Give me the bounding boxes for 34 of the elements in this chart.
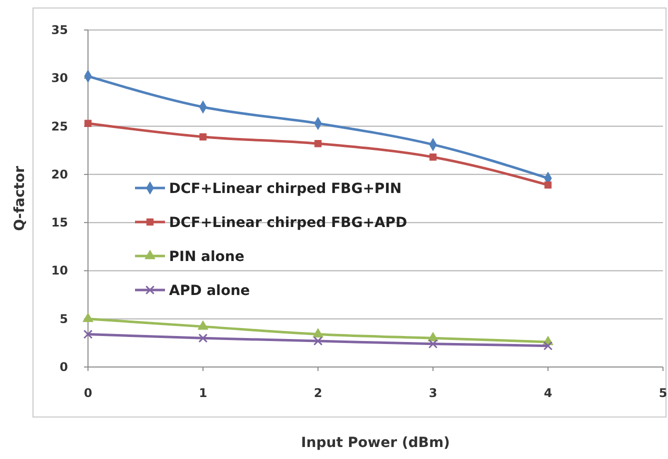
y-tick-label: 35: [51, 23, 68, 37]
y-axis-title: Q-factor: [12, 166, 28, 232]
point: [83, 330, 93, 339]
y-tick-label: 15: [51, 216, 68, 230]
point: [543, 341, 553, 350]
point: [314, 140, 322, 148]
y-tick-label: 25: [51, 119, 68, 134]
y-tick-label: 10: [51, 264, 68, 278]
x-tick-label: 2: [314, 386, 322, 400]
y-tick-label: 30: [51, 71, 68, 86]
legend-label: PIN alone: [169, 249, 244, 265]
y-tick-label: 5: [60, 312, 68, 326]
x-tick-label: 5: [658, 386, 668, 400]
y-tick-label: 20: [51, 167, 68, 182]
point: [429, 153, 437, 161]
y-tick-label: 0: [60, 360, 68, 374]
x-tick-label: 3: [428, 386, 438, 400]
x-tick-label: 0: [84, 386, 92, 400]
point: [312, 328, 324, 338]
legend-label: APD alone: [169, 283, 250, 299]
point: [82, 312, 94, 322]
x-axis-title: Input Power (dBm): [301, 435, 450, 451]
x-tick-label: 4: [544, 386, 552, 400]
point: [199, 133, 207, 140]
point: [428, 339, 438, 348]
x-tick-label: 1: [198, 386, 208, 400]
point: [428, 332, 438, 342]
point: [198, 334, 208, 343]
point: [544, 181, 552, 189]
point: [84, 120, 92, 127]
legend-label: DCF+Linear chirped FBG+APD: [169, 215, 408, 231]
point: [198, 320, 208, 330]
point: [313, 336, 323, 346]
legend-label: DCF+Linear chirped FBG+PIN: [169, 181, 402, 197]
